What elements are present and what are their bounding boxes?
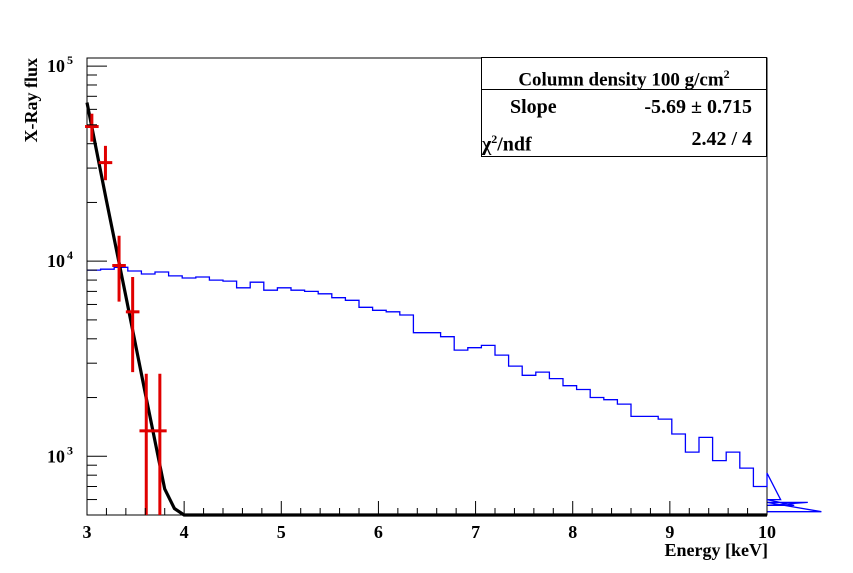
x-tick-label: 5 bbox=[277, 522, 286, 542]
fit-stats-box: Column density 100 g/cm2 Slope -5.69 ± 0… bbox=[481, 57, 767, 157]
slope-label: Slope bbox=[510, 96, 557, 118]
y-tick-label: 10 bbox=[47, 251, 65, 271]
x-axis-label: Energy [keV] bbox=[665, 540, 768, 560]
chi2-label: χ2/ndf bbox=[482, 132, 532, 156]
histogram-series-blue bbox=[87, 266, 822, 513]
data-point bbox=[98, 145, 113, 181]
stats-row-slope: Slope -5.69 ± 0.715 bbox=[482, 92, 766, 122]
y-tick-exponent: 3 bbox=[67, 443, 73, 457]
stats-row-chi2: χ2/ndf 2.42 / 4 bbox=[482, 124, 766, 156]
x-tick-label: 7 bbox=[471, 522, 480, 542]
y-tick-label: 10 bbox=[47, 56, 65, 76]
data-point bbox=[112, 235, 126, 302]
data-point bbox=[85, 113, 99, 142]
x-tick-label: 4 bbox=[180, 522, 189, 542]
y-axis-label: X-Ray flux bbox=[21, 58, 41, 143]
x-tick-label: 6 bbox=[374, 522, 383, 542]
data-point bbox=[153, 373, 167, 515]
y-tick-exponent: 5 bbox=[67, 53, 73, 67]
slope-value: -5.69 ± 0.715 bbox=[644, 96, 752, 118]
fit-line bbox=[85, 102, 767, 517]
y-tick-exponent: 4 bbox=[67, 248, 73, 262]
x-tick-label: 8 bbox=[568, 522, 577, 542]
y-tick-label: 10 bbox=[47, 446, 65, 466]
stats-title: Column density 100 g/cm2 bbox=[482, 58, 766, 90]
x-tick-label: 9 bbox=[665, 522, 674, 542]
x-tick-label: 3 bbox=[83, 522, 92, 542]
data-point bbox=[139, 373, 154, 515]
chi2-value: 2.42 / 4 bbox=[691, 128, 752, 150]
x-tick-label: 10 bbox=[758, 522, 776, 542]
data-point bbox=[125, 276, 140, 373]
